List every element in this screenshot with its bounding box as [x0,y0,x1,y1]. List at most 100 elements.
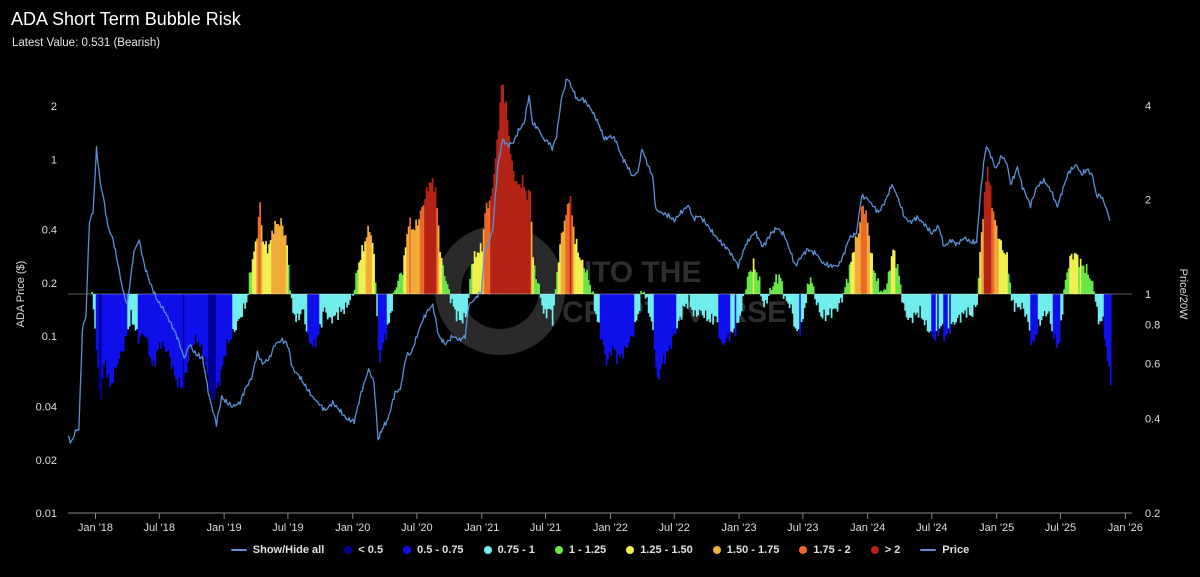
y-right-tick-label: 0.8 [1145,319,1160,331]
legend-item[interactable]: 0.75 - 1 [483,544,535,556]
risk-bar [874,272,876,294]
risk-bar [112,294,114,384]
risk-bar [1078,267,1080,294]
risk-bar [640,291,642,294]
legend-item[interactable]: 1.50 - 1.75 [712,544,779,556]
risk-bars[interactable] [91,84,1112,401]
risk-bar [1076,254,1079,294]
risk-bar [380,294,383,350]
risk-bar [581,259,584,294]
risk-bar [575,238,578,294]
risk-bar [601,294,603,340]
risk-bar [154,294,156,367]
risk-bar [730,294,732,332]
risk-bar [161,294,164,342]
risk-bar [847,282,849,294]
risk-bar [643,291,645,294]
legend-item[interactable]: < 0.5 [344,544,383,556]
risk-bar [719,294,722,340]
risk-bar [322,294,324,312]
risk-bar [545,294,548,319]
risk-bar [593,294,596,311]
risk-bar [439,252,441,294]
risk-bar [659,294,662,370]
legend-item[interactable]: 0.5 - 0.75 [403,544,464,556]
risk-bar [557,262,560,294]
risk-bar [787,294,789,304]
risk-bar [1105,294,1107,347]
x-tick-label: Jan '19 [207,522,242,534]
risk-bar [166,294,168,352]
risk-bar [551,294,554,326]
risk-bar [514,180,516,294]
risk-bar [968,294,971,316]
risk-bar [164,294,167,352]
x-tick-label: Jan '21 [464,522,499,534]
risk-bar [416,225,419,294]
price-line[interactable] [67,78,1111,444]
risk-bar [607,294,609,360]
risk-bar [665,294,668,352]
risk-bar [830,294,833,318]
risk-bar [937,294,939,336]
risk-bar [221,294,224,366]
risk-bar [739,294,741,316]
axes: 0.01 0.02 0.04 0.1 0.2 0.4 1 2 0.2 0.4 0.6 0.8 1 2 4 Ja… [15,100,1189,534]
risk-bar [671,294,674,337]
risk-bar [568,202,570,294]
risk-bar [1051,294,1053,332]
risk-bar [127,294,129,330]
risk-bar [809,277,812,294]
risk-bar [353,289,356,294]
risk-bar [458,294,461,321]
risk-bar [463,294,465,314]
risk-bar [1006,252,1008,294]
risk-bar [1036,294,1038,334]
risk-bar [328,294,330,318]
risk-bar [583,268,585,294]
risk-bar [449,294,452,304]
risk-bar [647,294,650,314]
risk-bar [974,294,977,307]
legend-item-label: Price [942,544,970,556]
risk-bar [172,294,174,366]
legend-item[interactable]: 1.25 - 1.50 [626,544,693,556]
legend-dot-icon [626,546,635,554]
risk-bar [218,294,221,386]
risk-bar [767,294,770,296]
risk-bar [632,294,635,338]
risk-bar [326,294,329,320]
risk-bar [520,187,522,294]
risk-bar [736,294,738,323]
legend-item[interactable]: 1.75 - 2 [799,544,851,556]
risk-bar [718,294,720,339]
risk-bar [782,294,785,299]
risk-bar [1073,253,1076,294]
y-right-tick-label: 0.6 [1145,359,1160,371]
bubble-risk-chart[interactable]: INTO THECRYPTOVERSE 0.010.020.040.10.20.… [0,0,1200,540]
risk-bar [313,294,315,340]
risk-bar [715,294,717,317]
risk-bar [299,294,302,315]
risk-bar [788,294,791,309]
risk-bar [379,294,381,363]
legend-dot-icon [483,546,492,554]
risk-bar [94,294,96,329]
risk-bar [550,294,552,310]
risk-bar [839,294,842,299]
risk-bar [452,294,455,307]
risk-bar [953,294,956,325]
risk-bar [880,290,882,294]
risk-bar [928,294,930,333]
risk-bar [1061,294,1064,315]
risk-bar [1109,294,1112,386]
risk-bar [1043,294,1046,311]
legend-item[interactable]: Show/Hide all [230,544,324,556]
risk-bar [542,294,545,314]
legend-item[interactable]: Price [920,544,969,556]
legend-item[interactable]: 1 - 1.25 [554,544,606,556]
risk-bar [965,294,968,318]
legend-item[interactable]: > 2 [870,544,900,556]
risk-bar [752,258,755,294]
risk-bar [419,210,422,294]
